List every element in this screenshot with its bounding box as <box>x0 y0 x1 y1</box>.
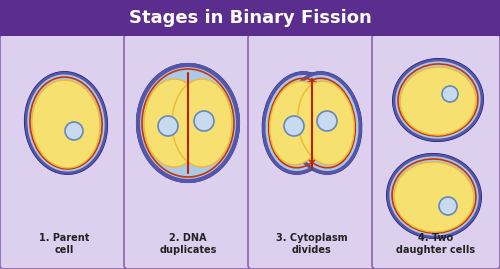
Ellipse shape <box>400 67 476 135</box>
Ellipse shape <box>138 65 238 181</box>
Ellipse shape <box>270 81 326 165</box>
FancyBboxPatch shape <box>124 34 252 269</box>
Text: duplicates: duplicates <box>160 245 216 255</box>
Ellipse shape <box>388 155 480 237</box>
Ellipse shape <box>172 79 232 167</box>
Ellipse shape <box>24 71 108 175</box>
Ellipse shape <box>32 80 100 168</box>
Text: 1. Parent: 1. Parent <box>39 233 89 243</box>
Ellipse shape <box>394 162 474 232</box>
Ellipse shape <box>65 122 83 140</box>
Ellipse shape <box>392 58 484 142</box>
FancyBboxPatch shape <box>0 34 128 269</box>
Ellipse shape <box>288 73 360 173</box>
FancyBboxPatch shape <box>248 34 376 269</box>
Ellipse shape <box>284 116 304 136</box>
Ellipse shape <box>136 63 240 183</box>
Ellipse shape <box>26 73 106 173</box>
Text: daughter cells: daughter cells <box>396 245 475 255</box>
Ellipse shape <box>386 153 482 239</box>
Text: cell: cell <box>54 245 74 255</box>
FancyBboxPatch shape <box>372 34 500 269</box>
Ellipse shape <box>317 111 337 131</box>
Ellipse shape <box>194 111 214 131</box>
Text: divides: divides <box>292 245 332 255</box>
Ellipse shape <box>439 197 457 215</box>
Text: 3. Cytoplasm: 3. Cytoplasm <box>276 233 348 243</box>
Ellipse shape <box>144 79 204 167</box>
Ellipse shape <box>286 71 362 175</box>
Ellipse shape <box>298 81 354 165</box>
Ellipse shape <box>158 116 178 136</box>
Text: 2. DNA: 2. DNA <box>169 233 207 243</box>
Text: 4. Two: 4. Two <box>418 233 454 243</box>
Text: Stages in Binary Fission: Stages in Binary Fission <box>128 9 372 27</box>
Ellipse shape <box>442 86 458 102</box>
Ellipse shape <box>262 71 338 175</box>
Ellipse shape <box>264 73 336 173</box>
Ellipse shape <box>394 60 482 140</box>
FancyBboxPatch shape <box>0 0 500 36</box>
